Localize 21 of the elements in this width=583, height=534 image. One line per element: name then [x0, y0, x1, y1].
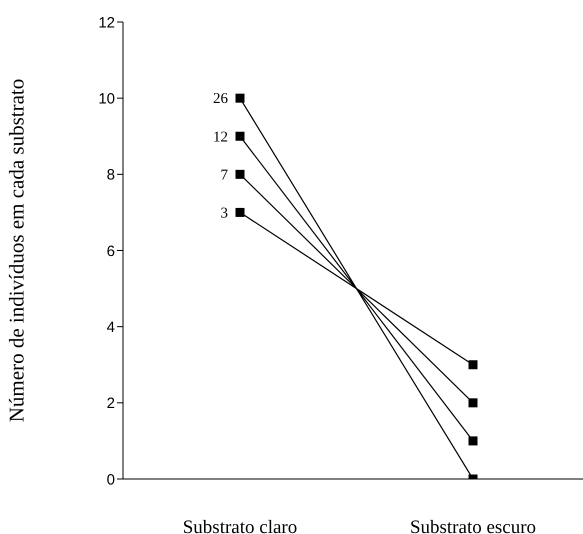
series-label: 7	[220, 167, 228, 184]
point	[468, 436, 478, 446]
series-label: 3	[220, 205, 228, 222]
y-tick-label: 4	[106, 318, 115, 336]
y-tick-label: 12	[98, 14, 115, 32]
y-tick-label: 0	[106, 471, 115, 488]
y-tick-label: 8	[106, 166, 115, 184]
x-tick-label: Substrato escuro	[410, 517, 536, 534]
y-tick-label: 10	[98, 90, 115, 108]
point	[236, 170, 244, 179]
x-tick-label: Substrato claro	[182, 517, 298, 534]
series-label: 26	[213, 91, 228, 108]
point	[236, 208, 244, 217]
series-label: 12	[213, 129, 228, 146]
y-tick-label: 2	[106, 395, 115, 412]
point	[468, 398, 478, 408]
y-tick-label: 6	[106, 242, 115, 260]
point	[236, 94, 244, 103]
point	[468, 360, 478, 370]
y-axis-title: Número de indivíduos em cada substrato	[4, 78, 28, 422]
point	[236, 132, 244, 141]
